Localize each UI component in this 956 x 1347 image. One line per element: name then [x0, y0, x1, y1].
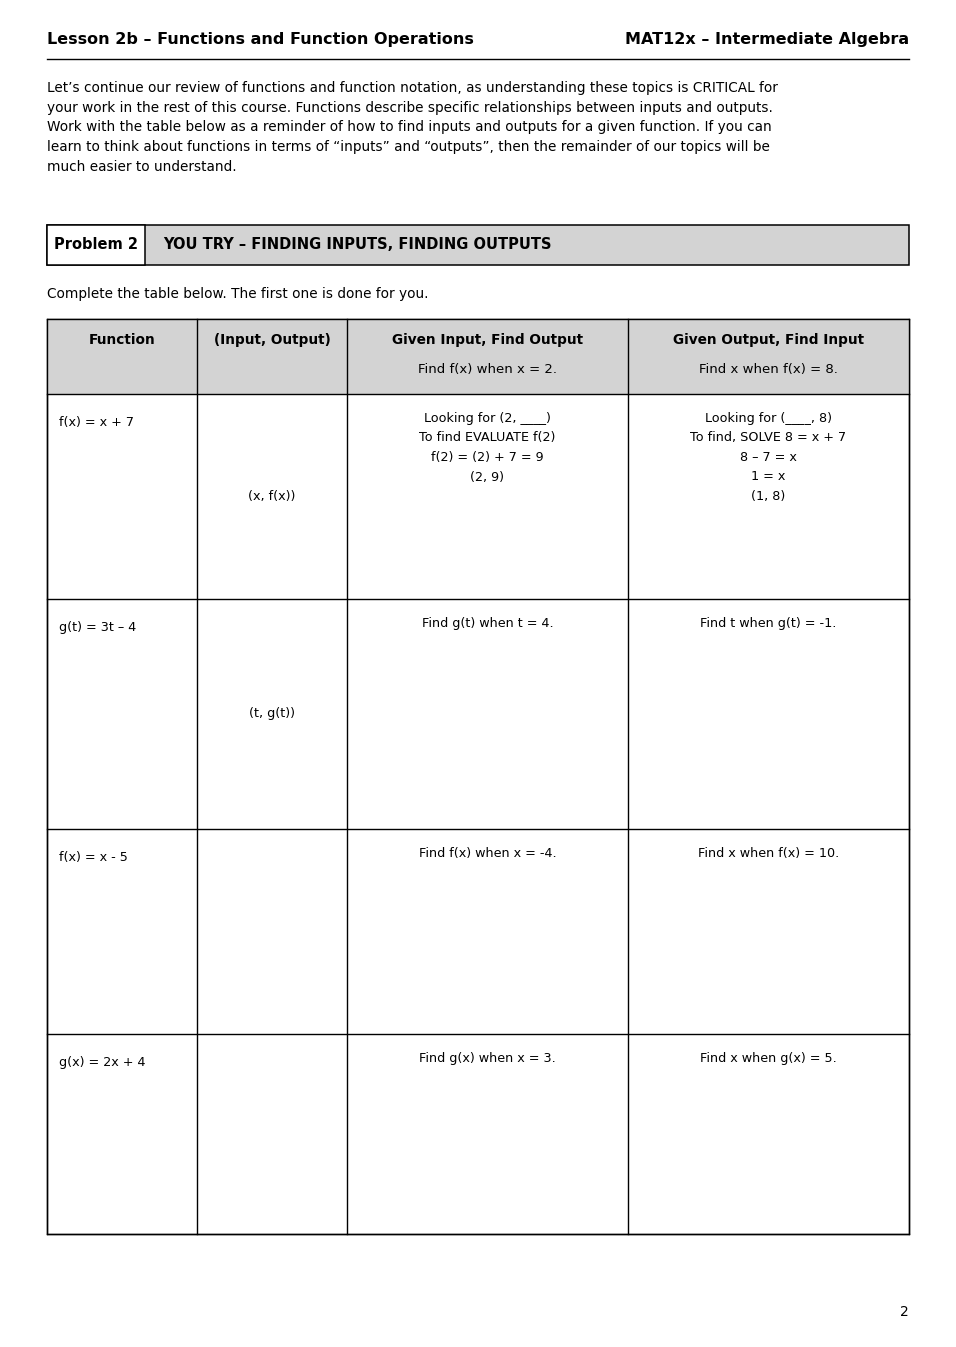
Text: Looking for (2, ____)
To find EVALUATE f(2)
f(2) = (2) + 7 = 9
(2, 9): Looking for (2, ____) To find EVALUATE f…	[420, 412, 555, 484]
Text: Given Output, Find Input: Given Output, Find Input	[673, 333, 864, 348]
FancyBboxPatch shape	[47, 319, 909, 1234]
Text: Find f(x) when x = -4.: Find f(x) when x = -4.	[419, 847, 556, 859]
Text: Find g(x) when x = 3.: Find g(x) when x = 3.	[419, 1052, 555, 1065]
Text: Find x when g(x) = 5.: Find x when g(x) = 5.	[700, 1052, 836, 1065]
Text: Lesson 2b – Functions and Function Operations: Lesson 2b – Functions and Function Opera…	[47, 32, 474, 47]
Text: Complete the table below. The first one is done for you.: Complete the table below. The first one …	[47, 287, 428, 300]
Text: 2: 2	[901, 1305, 909, 1319]
Text: f(x) = x + 7: f(x) = x + 7	[59, 416, 134, 428]
Text: Given Input, Find Output: Given Input, Find Output	[392, 333, 583, 348]
Text: Function: Function	[89, 333, 156, 348]
Text: Find f(x) when x = 2.: Find f(x) when x = 2.	[418, 362, 557, 376]
FancyBboxPatch shape	[47, 225, 909, 265]
Text: MAT12x – Intermediate Algebra: MAT12x – Intermediate Algebra	[625, 32, 909, 47]
Text: Looking for (____, 8)
To find, SOLVE 8 = x + 7
8 – 7 = x
1 = x
(1, 8): Looking for (____, 8) To find, SOLVE 8 =…	[690, 412, 847, 502]
Text: Find g(t) when t = 4.: Find g(t) when t = 4.	[422, 617, 554, 630]
Text: f(x) = x - 5: f(x) = x - 5	[59, 851, 128, 863]
Text: g(x) = 2x + 4: g(x) = 2x + 4	[59, 1056, 145, 1070]
FancyBboxPatch shape	[47, 225, 145, 265]
Text: (x, f(x)): (x, f(x))	[249, 490, 295, 502]
Text: (Input, Output): (Input, Output)	[213, 333, 331, 348]
Text: Find t when g(t) = -1.: Find t when g(t) = -1.	[701, 617, 836, 630]
Text: g(t) = 3t – 4: g(t) = 3t – 4	[59, 621, 137, 634]
Text: YOU TRY – FINDING INPUTS, FINDING OUTPUTS: YOU TRY – FINDING INPUTS, FINDING OUTPUT…	[163, 237, 552, 252]
FancyBboxPatch shape	[47, 319, 909, 395]
Text: (t, g(t)): (t, g(t))	[249, 707, 295, 721]
Text: Problem 2: Problem 2	[54, 237, 138, 252]
Text: Let’s continue our review of functions and function notation, as understanding t: Let’s continue our review of functions a…	[47, 81, 778, 174]
Text: Find x when f(x) = 10.: Find x when f(x) = 10.	[698, 847, 839, 859]
Text: Find x when f(x) = 8.: Find x when f(x) = 8.	[699, 362, 838, 376]
